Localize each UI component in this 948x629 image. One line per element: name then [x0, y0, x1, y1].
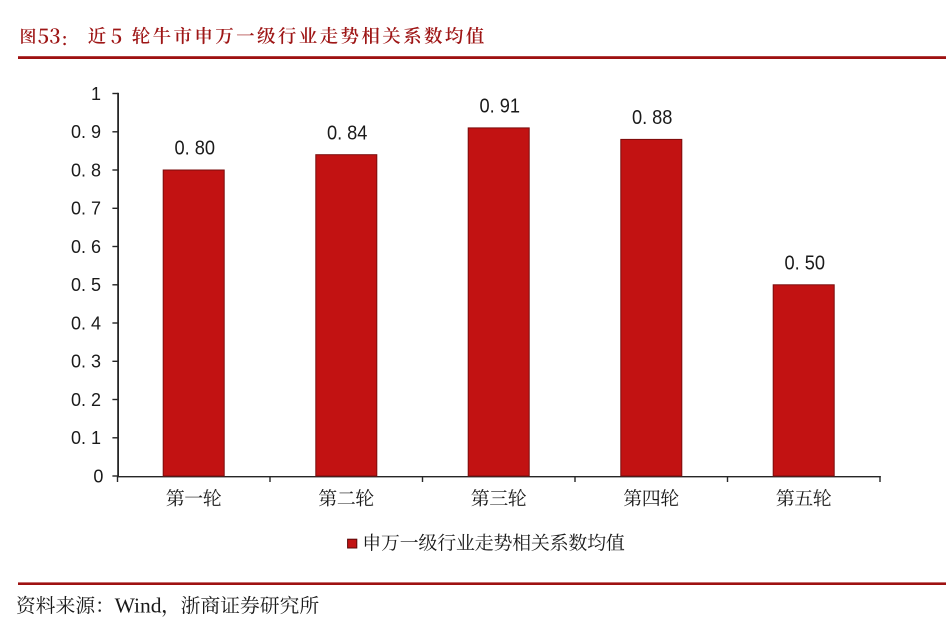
svg-text:Wind: Wind [115, 594, 162, 618]
svg-text:0. 8: 0. 8 [71, 160, 101, 180]
svg-text:0. 3: 0. 3 [71, 352, 101, 372]
svg-text:0: 0 [93, 466, 103, 486]
svg-text:0. 88: 0. 88 [632, 107, 673, 129]
svg-text:0. 6: 0. 6 [71, 237, 101, 257]
svg-text:0. 4: 0. 4 [71, 313, 101, 333]
svg-text:0. 9: 0. 9 [71, 122, 101, 142]
svg-text:0. 2: 0. 2 [71, 390, 101, 410]
svg-text:0. 50: 0. 50 [785, 252, 826, 274]
svg-text:0. 80: 0. 80 [175, 138, 216, 160]
svg-text:0. 84: 0. 84 [327, 122, 368, 144]
svg-text:0. 91: 0. 91 [480, 96, 521, 118]
svg-text:0. 1: 0. 1 [71, 428, 101, 448]
svg-text:0. 5: 0. 5 [71, 275, 101, 295]
svg-text:0. 7: 0. 7 [71, 199, 101, 219]
svg-text:1: 1 [91, 84, 101, 104]
